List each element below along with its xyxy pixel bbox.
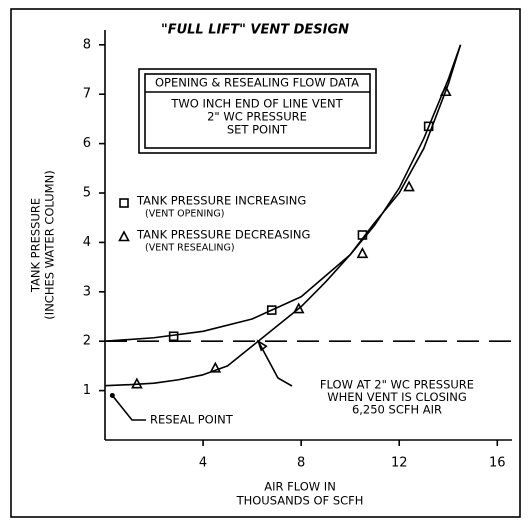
y-tick-label: 4 — [83, 235, 91, 250]
leader — [111, 395, 146, 421]
curve — [104, 44, 462, 387]
y-tick-label: 6 — [83, 136, 91, 151]
marker-triangle — [403, 180, 415, 192]
annotation: WHEN VENT IS CLOSING — [327, 390, 467, 404]
marker-square — [119, 198, 129, 208]
x-tick-label: 4 — [199, 456, 207, 471]
legend-sublabel: (VENT OPENING) — [145, 209, 224, 220]
x-tick-label: 12 — [391, 456, 408, 471]
y-tick-label: 5 — [83, 186, 91, 201]
x-tick-label: 16 — [489, 456, 506, 471]
annotation: RESEAL POINT — [150, 413, 234, 427]
box-outer — [138, 68, 377, 154]
y-tick-label: 2 — [83, 334, 91, 349]
chart-title: "FULL LIFT" VENT DESIGN — [161, 23, 349, 38]
box-text: SET POINT — [227, 123, 288, 137]
y-tick-label: 3 — [83, 284, 91, 299]
box-text: TWO INCH END OF LINE VENT — [170, 97, 343, 111]
y-tick-label: 7 — [83, 87, 91, 102]
marker-triangle — [131, 377, 143, 389]
box-text: OPENING & RESEALING FLOW DATA — [155, 76, 359, 90]
x-axis-label: AIR FLOW IN — [264, 480, 336, 494]
y-axis-label: (INCHES WATER COLUMN) — [43, 170, 57, 319]
marker-triangle — [209, 361, 222, 373]
legend-label: TANK PRESSURE DECREASING — [136, 228, 310, 242]
x-tick-label: 8 — [297, 456, 305, 471]
marker-triangle — [439, 85, 452, 97]
annotation: 6,250 SCFH AIR — [352, 403, 442, 417]
box-inner — [144, 73, 371, 149]
y-axis-label: TANK PRESSURE — [29, 198, 43, 293]
marker-square — [266, 305, 277, 315]
legend-sublabel: (VENT RESEALING) — [145, 243, 235, 254]
marker-triangle — [292, 302, 305, 314]
leader — [257, 340, 293, 387]
y-tick-label: 1 — [83, 383, 91, 398]
legend-label: TANK PRESSURE INCREASING — [136, 194, 306, 208]
y-tick-label: 8 — [83, 37, 91, 52]
marker-triangle — [356, 247, 369, 259]
x-axis-label: THOUSANDS OF SCFH — [236, 494, 364, 508]
annotation: FLOW AT 2" WC PRESSURE — [320, 378, 474, 392]
arrowhead — [256, 339, 268, 352]
marker-square — [168, 331, 179, 342]
border — [10, 8, 521, 518]
marker-triangle — [118, 230, 130, 242]
box-text: 2" WC PRESSURE — [207, 110, 307, 124]
